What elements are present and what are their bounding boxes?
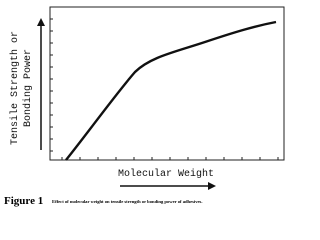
y-label: Tensile Strength or	[9, 31, 21, 145]
caption-label: Figure 1	[4, 195, 43, 207]
plot-frame	[49, 6, 285, 161]
figure: Tensile Strength or Bonding Power Molecu…	[4, 6, 285, 207]
y-label: Bonding Power	[22, 49, 34, 127]
page: {"figure": {"y_label": ["Tensile Strengt…	[4, 6, 285, 207]
x-label: Molecular Weight	[118, 168, 214, 180]
curve	[65, 20, 277, 161]
caption-text: Effect of molecular weight on tensile st…	[52, 199, 202, 204]
